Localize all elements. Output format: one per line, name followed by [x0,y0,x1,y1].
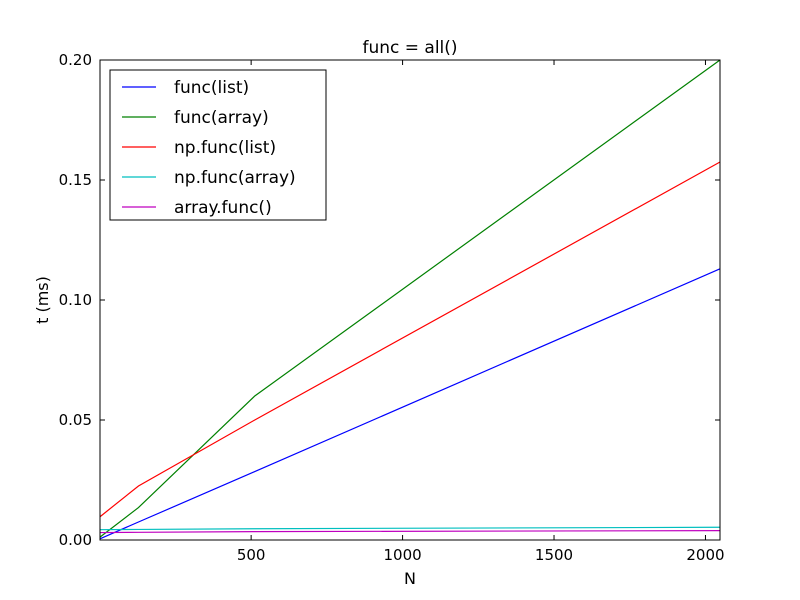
series-line-3 [99,526,721,531]
legend-item: func(list) [122,78,249,98]
x-axis-ticks: 500 1000 1500 2000 [237,60,725,564]
series-line-4 [99,530,721,534]
series-line-1 [99,59,721,538]
legend-label: array.func() [174,198,272,218]
legend-label: func(array) [174,108,269,128]
y-tick-label: 0.00 [59,531,92,549]
legend-label: np.func(list) [174,138,276,158]
legend-label: func(list) [174,78,249,98]
legend-item: func(array) [122,108,269,128]
y-tick-label: 0.05 [59,411,92,429]
x-tick-label: 1500 [535,546,573,564]
x-axis-label: N [404,569,416,588]
legend-label: np.func(array) [174,168,296,188]
y-tick-label: 0.10 [59,291,92,309]
x-tick-label: 2000 [686,546,724,564]
legend-item: np.func(array) [122,168,296,188]
legend-item: np.func(list) [122,138,276,158]
y-tick-label: 0.15 [59,171,92,189]
legend-items: func(list) func(array) np.func(list) np.fun… [122,78,296,218]
series-line-2 [99,161,721,518]
series-line-0 [99,268,721,540]
y-axis-label: t (ms) [33,276,52,324]
x-tick-label: 1000 [383,546,421,564]
x-tick-label: 500 [237,546,266,564]
series-layer [99,59,721,540]
y-axis-ticks: 0.00 0.05 0.10 0.15 0.20 [59,51,720,549]
legend-item: array.func() [122,198,272,218]
y-tick-label: 0.20 [59,51,92,69]
chart-title: func = all() [362,38,457,58]
legend: func(list) func(array) np.func(list) np.fun… [109,69,327,221]
legend-box [109,69,327,221]
